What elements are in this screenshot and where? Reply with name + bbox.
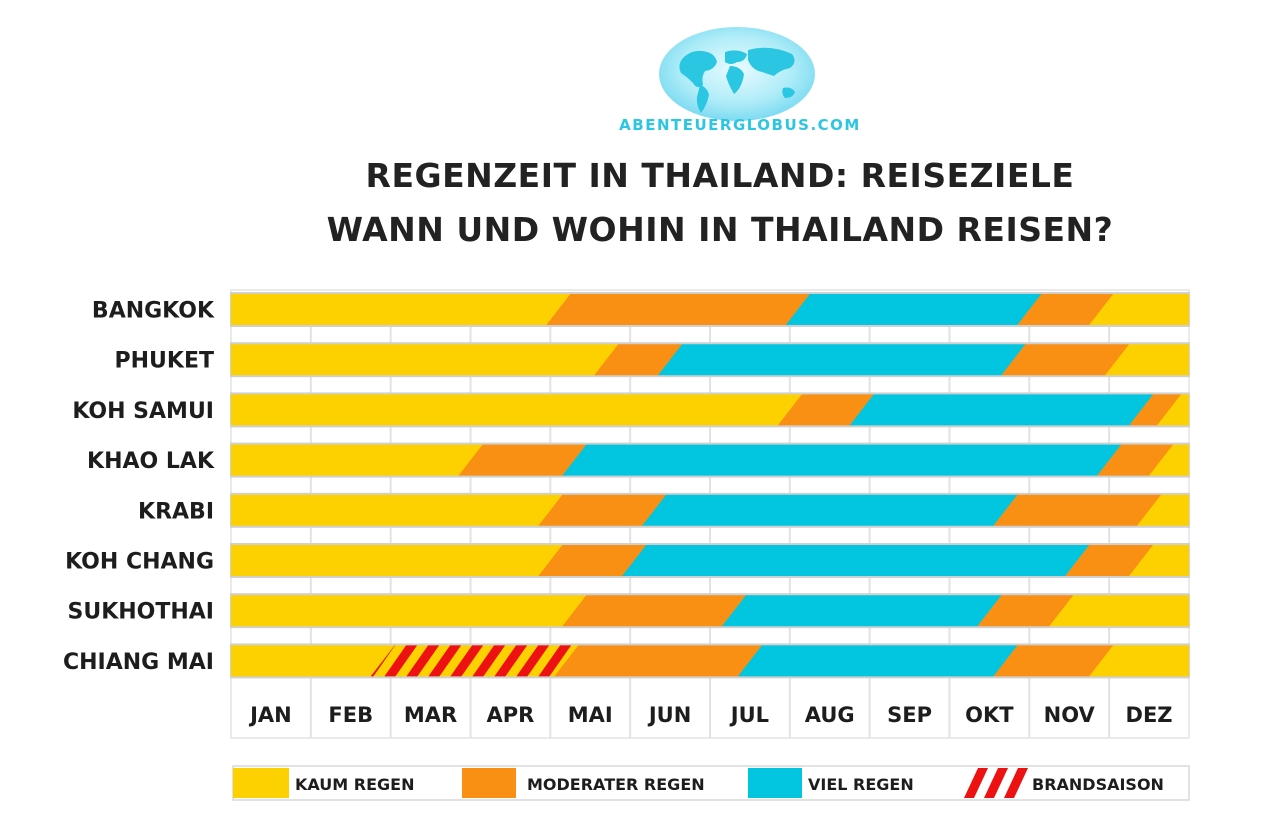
legend-label: VIEL REGEN bbox=[808, 775, 914, 794]
row-label: KRABI bbox=[138, 499, 214, 524]
month-label: JUL bbox=[729, 703, 769, 727]
bar-segment-moderat bbox=[1001, 344, 1130, 376]
legend-frame bbox=[232, 765, 1190, 801]
bar-segment-moderat bbox=[993, 645, 1114, 677]
bar-segment-kaum bbox=[231, 645, 396, 677]
bar-segment-moderat bbox=[458, 444, 587, 476]
month-label: AUG bbox=[805, 703, 855, 727]
month-label: FEB bbox=[328, 703, 373, 727]
bar-segment-viel bbox=[849, 394, 1154, 426]
bar-segment-kaum bbox=[1137, 494, 1189, 526]
month-label: MAI bbox=[568, 703, 613, 727]
month-label: JAN bbox=[248, 703, 292, 727]
bar-segment-moderat bbox=[538, 494, 667, 526]
month-label: DEZ bbox=[1126, 703, 1173, 727]
bar-segment-kaum bbox=[1157, 394, 1189, 426]
bar-segment-kaum bbox=[231, 344, 619, 376]
bar-segment-moderat bbox=[1097, 444, 1174, 476]
bar-segment-kaum bbox=[1105, 344, 1189, 376]
bar-segment-moderat bbox=[554, 645, 763, 677]
bar-segment-moderat bbox=[538, 545, 647, 576]
bar-segment-moderat bbox=[1129, 394, 1182, 426]
row-label: KOH CHANG bbox=[65, 550, 214, 575]
bar-segment-viel bbox=[562, 444, 1122, 476]
bar-segment-viel bbox=[737, 645, 1018, 677]
month-label: JUN bbox=[647, 703, 691, 727]
month-label: SEP bbox=[887, 703, 932, 727]
row-label: CHIANG MAI bbox=[63, 650, 214, 675]
bar-segment-kaum bbox=[1089, 294, 1189, 325]
bar-segment-moderat bbox=[546, 294, 811, 325]
chart-title-line-1: REGENZEIT IN THAILAND: REISEZIELE bbox=[365, 156, 1075, 195]
bar-segment-kaum bbox=[1049, 595, 1189, 627]
bar-segment-kaum bbox=[1149, 444, 1189, 476]
bar-segment-viel bbox=[721, 595, 1002, 627]
chart-title-line-2: WANN UND WOHIN IN THAILAND REISEN? bbox=[326, 210, 1114, 249]
legend-swatch-brand-stripe bbox=[964, 768, 988, 798]
bar-segment-kaum bbox=[1089, 645, 1189, 677]
bar-segment-moderat bbox=[594, 344, 683, 376]
bar-segment-kaum bbox=[231, 394, 803, 426]
bar-segment-viel bbox=[622, 545, 1090, 576]
row-label: BANGKOK bbox=[92, 299, 215, 324]
logo-text[interactable]: ABENTEUERGLOBUS.COM bbox=[619, 116, 861, 134]
bar-segment-kaum bbox=[1129, 545, 1189, 576]
bar-segment-moderat bbox=[562, 595, 747, 627]
bar-segment-kaum bbox=[231, 444, 484, 476]
bar-segment-moderat bbox=[993, 494, 1162, 526]
month-label: OKT bbox=[965, 703, 1014, 727]
bar-segment-kaum bbox=[231, 545, 563, 576]
bar-segment-brand bbox=[370, 645, 579, 677]
bar-segment-kaum bbox=[231, 494, 563, 526]
bar-segment-moderat bbox=[1017, 294, 1114, 325]
legend-label: MODERATER REGEN bbox=[527, 775, 705, 794]
bar-segment-viel bbox=[785, 294, 1042, 325]
row-label: KOH SAMUI bbox=[72, 399, 214, 424]
bar-segment-kaum bbox=[231, 595, 587, 627]
row-label: SUKHOTHAI bbox=[67, 600, 214, 625]
row-label: KHAO LAK bbox=[87, 449, 215, 474]
bar-segment-moderat bbox=[777, 394, 875, 426]
row-label: PHUKET bbox=[115, 349, 214, 374]
globe-logo-icon bbox=[659, 27, 815, 121]
month-label: MAR bbox=[404, 703, 457, 727]
legend-swatch-kaum bbox=[233, 768, 289, 798]
month-label: APR bbox=[486, 703, 534, 727]
month-label: NOV bbox=[1044, 703, 1096, 727]
legend-label: BRANDSAISON bbox=[1032, 775, 1164, 794]
legend-swatch-viel bbox=[748, 768, 802, 798]
legend-label: KAUM REGEN bbox=[295, 775, 414, 794]
legend-swatch-moderat bbox=[462, 768, 516, 798]
legend-swatch-brand-stripe bbox=[984, 768, 1008, 798]
bar-segment-viel bbox=[642, 494, 1018, 526]
bar-segment-moderat bbox=[1065, 545, 1154, 576]
bar-segment-viel bbox=[658, 344, 1026, 376]
legend-swatch-brand-stripe bbox=[1004, 768, 1028, 798]
bar-segment-moderat bbox=[977, 595, 1074, 627]
bar-segment-kaum bbox=[231, 294, 571, 325]
